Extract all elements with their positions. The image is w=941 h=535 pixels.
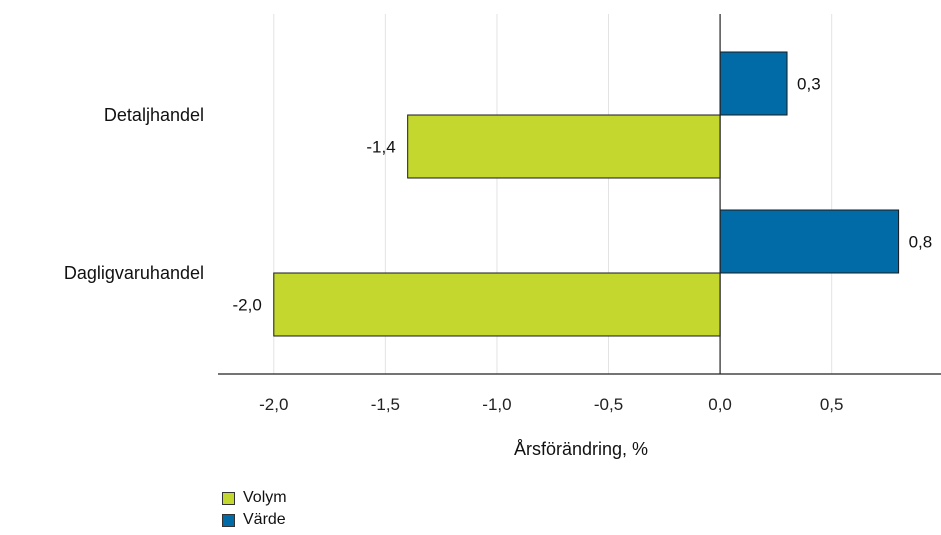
bar-varde-detaljhandel	[719, 51, 788, 116]
legend: Volym Värde	[222, 487, 287, 531]
bar-chart: -2,0 -1,5 -1,0 -0,5 0,0 0,5 0,3 -1,4 Detaljhande…	[64, 14, 941, 459]
labels: -2,0 -1,5 -1,0 -0,5 0,0 0,5 0,3 -1,4 Detaljhande…	[64, 75, 932, 415]
x-axis-title: Årsförändring, %	[514, 439, 648, 459]
data-label: -2,0	[232, 296, 261, 315]
legend-swatch-volym	[222, 491, 235, 505]
x-tick-label: 0,0	[708, 395, 732, 414]
bar-volym-dagligvaruhandel	[273, 272, 721, 337]
x-tick-label: -1,0	[482, 395, 511, 414]
data-label: 0,8	[909, 233, 933, 252]
legend-swatch-varde	[222, 513, 235, 527]
bar-volym-detaljhandel	[407, 114, 721, 179]
category-label: Detaljhandel	[104, 105, 204, 125]
x-tick-label: -2,0	[259, 395, 288, 414]
x-tick-label: -0,5	[594, 395, 623, 414]
legend-label-varde: Värde	[243, 511, 286, 528]
legend-item-volym: Volym	[222, 487, 287, 509]
bars	[273, 51, 900, 337]
legend-item-varde: Värde	[222, 509, 287, 531]
x-tick-label: 0,5	[820, 395, 844, 414]
legend-label-volym: Volym	[243, 489, 287, 506]
category-label: Dagligvaruhandel	[64, 263, 204, 283]
data-label: 0,3	[797, 75, 821, 94]
data-label: -1,4	[366, 138, 395, 157]
x-tick-label: -1,5	[371, 395, 400, 414]
bar-varde-dagligvaruhandel	[719, 209, 900, 274]
axes	[218, 14, 941, 375]
